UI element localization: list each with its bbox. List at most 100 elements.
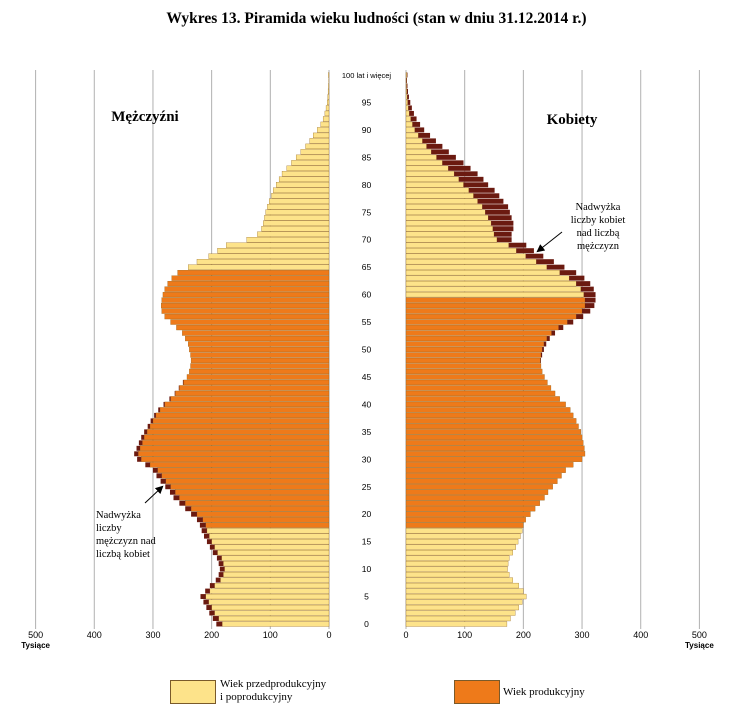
bar-women-age-80 [405,182,464,188]
bar-men-surplus-age-42 [174,390,176,396]
bar-men-age-2 [214,610,330,616]
bar-men-age-18 [205,522,330,528]
bar-women-age-96 [405,94,408,100]
bar-men-surplus-age-17 [201,528,207,534]
bar-men-age-21 [190,506,330,512]
bar-women-surplus-age-85 [436,154,456,160]
bar-women-age-29 [405,462,574,468]
bar-men-surplus-age-37 [150,418,153,424]
bar-women-age-46 [405,368,543,375]
bar-men-age-63 [171,275,330,281]
bar-men-surplus-age-31 [134,451,139,457]
bar-women-surplus-age-88 [422,138,436,144]
bar-men-surplus-age-15 [206,539,212,545]
bar-women-surplus-age-87 [426,143,443,149]
bar-women-age-68 [405,248,517,254]
bar-men-age-96 [327,94,330,100]
bar-men-surplus-age-4 [203,599,209,605]
bar-women-age-71 [405,231,495,237]
bar-men-surplus-age-21 [185,506,192,512]
annotation-men-arrow [144,485,164,504]
x-tick-label-right-200: 200 [516,630,531,640]
bar-men-surplus-age-12 [216,555,222,561]
bar-men-age-43 [179,385,330,391]
bar-women-age-88 [405,138,423,144]
bar-men-surplus-age-22 [179,500,186,506]
bar-women-surplus-age-56 [576,314,584,320]
bar-women-surplus-age-72 [492,226,514,232]
bar-women-surplus-age-82 [454,171,478,177]
bar-men-age-50 [189,346,330,353]
bar-men-age-54 [176,324,330,331]
bar-men-age-58 [161,302,330,309]
chart-title: Wykres 13. Piramida wieku ludności (stan… [166,10,587,27]
bar-women-surplus-age-66 [536,259,554,265]
age-tick-label-70: 70 [362,235,372,245]
bar-men-surplus-age-40 [163,401,165,407]
bar-women-age-1 [405,615,511,622]
bar-women-surplus-age-65 [546,264,565,270]
bar-men-age-16 [209,533,330,539]
bar-men-age-8 [220,577,330,583]
bar-women-age-86 [405,149,432,155]
x-tick-label-right-100: 100 [457,630,472,640]
bar-men-age-86 [300,149,330,155]
bar-women-age-67 [405,253,526,259]
bar-women-surplus-age-90 [414,127,425,133]
bar-men-age-3 [211,604,330,611]
bar-women-age-55 [405,319,568,325]
bar-men-surplus-age-28 [152,467,158,473]
bar-men-age-49 [190,352,330,358]
bar-men-age-14 [214,544,330,550]
annotation-women-arrow [536,231,563,253]
bar-women-surplus-age-75 [485,209,510,215]
bar-women-surplus-age-100 [406,72,408,78]
bar-men-surplus-age-35 [144,429,148,435]
bar-men-age-100 [328,72,330,78]
bar-women-age-23 [405,495,545,501]
bar-women-age-17 [405,528,523,534]
bar-women-surplus-age-50 [542,347,544,352]
bar-men-surplus-age-32 [136,445,141,451]
bar-women-surplus-age-84 [442,160,464,166]
bar-women-age-78 [405,193,474,199]
bar-women-surplus-age-81 [458,176,484,182]
bar-men-age-62 [167,280,330,287]
bar-men-age-69 [226,242,330,248]
bar-men-surplus-age-38 [154,412,156,418]
bar-women-age-54 [405,324,559,331]
legend-label-pre-post: Wiek przedprodukcyjny i poprodukcyjny [220,678,327,703]
bar-women-age-63 [405,275,570,281]
bar-women-age-41 [405,396,560,402]
bar-women-age-20 [405,511,531,517]
bar-women-age-2 [405,610,516,616]
bar-women-age-89 [405,132,419,139]
bar-men-age-68 [217,248,330,254]
age-tick-label-10: 10 [362,564,372,574]
bar-men-age-80 [276,182,330,188]
bar-women-age-12 [405,555,510,561]
bar-men-surplus-age-8 [215,577,221,583]
bar-men-age-29 [149,462,330,468]
bar-women-surplus-age-97 [406,88,408,94]
bar-women-age-15 [405,539,519,545]
bar-men-age-51 [188,341,330,347]
bar-women-surplus-age-48 [540,358,541,363]
age-tick-label-5: 5 [364,592,369,602]
bar-men-age-88 [309,138,330,144]
bar-men-age-78 [271,193,330,199]
bar-men-surplus-age-33 [138,440,143,446]
bar-men-age-38 [155,412,330,419]
bar-women-age-52 [405,335,547,342]
bar-women-age-22 [405,500,540,506]
bar-women-age-43 [405,385,552,391]
unit-label-right: Tysiące [685,641,714,650]
bar-women-age-66 [405,259,537,265]
bar-women-surplus-age-58 [584,303,595,309]
legend-label-productive: Wiek produkcyjny [503,686,585,698]
bar-women-surplus-age-57 [582,308,591,314]
bar-women-age-77 [405,198,478,204]
bar-men-age-53 [182,330,330,336]
bar-women-age-40 [405,401,566,408]
bar-men-age-34 [144,434,330,440]
